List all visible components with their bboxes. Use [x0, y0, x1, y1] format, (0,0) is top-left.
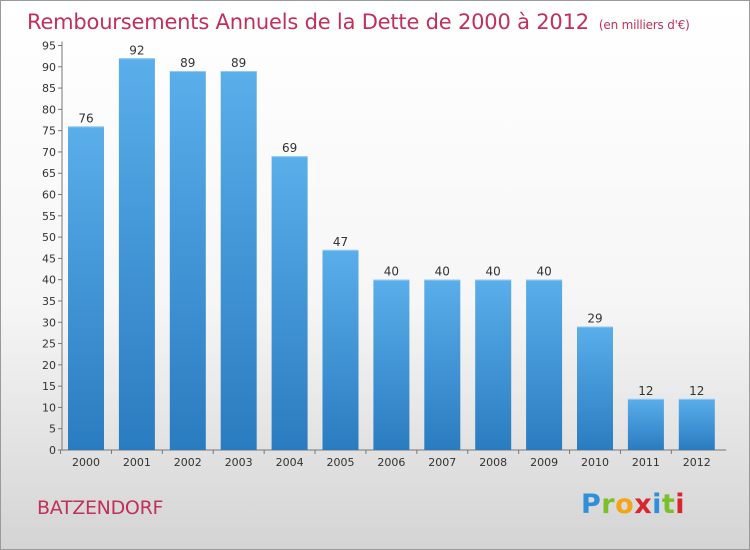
bar: [424, 279, 461, 450]
x-tick-label: 2001: [123, 456, 151, 469]
bar: [627, 398, 664, 450]
y-tick-label: 0: [49, 444, 56, 457]
y-tick-label: 90: [42, 61, 56, 74]
axis-layer: 0 5 10 15 20 25 30 35 40 45 50 55 60 65 70 75 80 85 90 95 20…: [42, 40, 727, 469]
bar-value-label: 69: [282, 141, 297, 155]
y-tick-label: 20: [42, 359, 56, 372]
bar-value-label: 29: [587, 312, 602, 326]
y-tick-label: 75: [42, 125, 56, 138]
bar: [678, 398, 715, 450]
bar: [68, 126, 104, 451]
bar-value-label: 40: [536, 265, 551, 279]
bar-value-label: 89: [180, 56, 195, 70]
bar-value-label: 12: [638, 384, 653, 398]
y-tick-label: 60: [42, 189, 56, 202]
bar: [169, 71, 206, 451]
bar-value-label: 47: [333, 235, 348, 249]
x-tick-label: 2010: [581, 456, 609, 469]
bar: [373, 279, 410, 450]
bar-value-label: 76: [78, 111, 93, 125]
bar: [475, 279, 512, 450]
bar-value-label: 89: [231, 56, 246, 70]
y-tick-label: 50: [42, 231, 56, 244]
y-tick-label: 65: [42, 167, 56, 180]
y-tick-label: 70: [42, 146, 56, 159]
y-tick-label: 45: [42, 252, 56, 265]
bar: [271, 156, 308, 450]
bar-value-label: 40: [486, 265, 501, 279]
x-tick-label: 2000: [72, 456, 100, 469]
x-tick-label: 2012: [683, 456, 711, 469]
x-tick-label: 2007: [428, 456, 456, 469]
bar-layer: 76 92 89 89 69 47 40 40 40 40 29 12 12: [68, 43, 715, 451]
y-tick-label: 30: [42, 316, 56, 329]
bar: [118, 58, 155, 451]
commune-name: BATZENDORF: [37, 497, 164, 519]
bar-value-label: 12: [689, 384, 704, 398]
x-tick-label: 2004: [276, 456, 304, 469]
y-tick-label: 85: [42, 82, 56, 95]
y-tick-label: 80: [42, 103, 56, 116]
y-tick-label: 95: [42, 40, 56, 53]
y-tick-label: 40: [42, 274, 56, 287]
bar: [526, 279, 563, 450]
x-tick-label: 2008: [479, 456, 507, 469]
bar: [220, 71, 257, 451]
x-tick-label: 2009: [530, 456, 558, 469]
y-tick-label: 10: [42, 401, 56, 414]
x-tick-label: 2003: [225, 456, 253, 469]
y-tick-label: 55: [42, 210, 56, 223]
x-tick-label: 2002: [174, 456, 202, 469]
y-tick-label: 5: [49, 423, 56, 436]
chart-title: Remboursements Annuels de la Dette de 20…: [27, 10, 690, 34]
title-text: Remboursements Annuels de la Dette de 20…: [27, 10, 589, 34]
bar-value-label: 40: [435, 265, 450, 279]
bar: [322, 249, 359, 450]
y-tick-label: 25: [42, 338, 56, 351]
y-tick-label: 15: [42, 380, 56, 393]
proxiti-logo[interactable]: Proxiti: [581, 489, 686, 520]
x-tick-label: 2006: [377, 456, 405, 469]
bar-value-label: 40: [384, 265, 399, 279]
x-tick-label: 2011: [632, 456, 660, 469]
bar: [577, 326, 613, 450]
title-unit: (en milliers d'€): [598, 18, 690, 32]
x-tick-label: 2005: [327, 456, 355, 469]
bar-value-label: 92: [129, 43, 144, 57]
y-tick-label: 35: [42, 295, 56, 308]
